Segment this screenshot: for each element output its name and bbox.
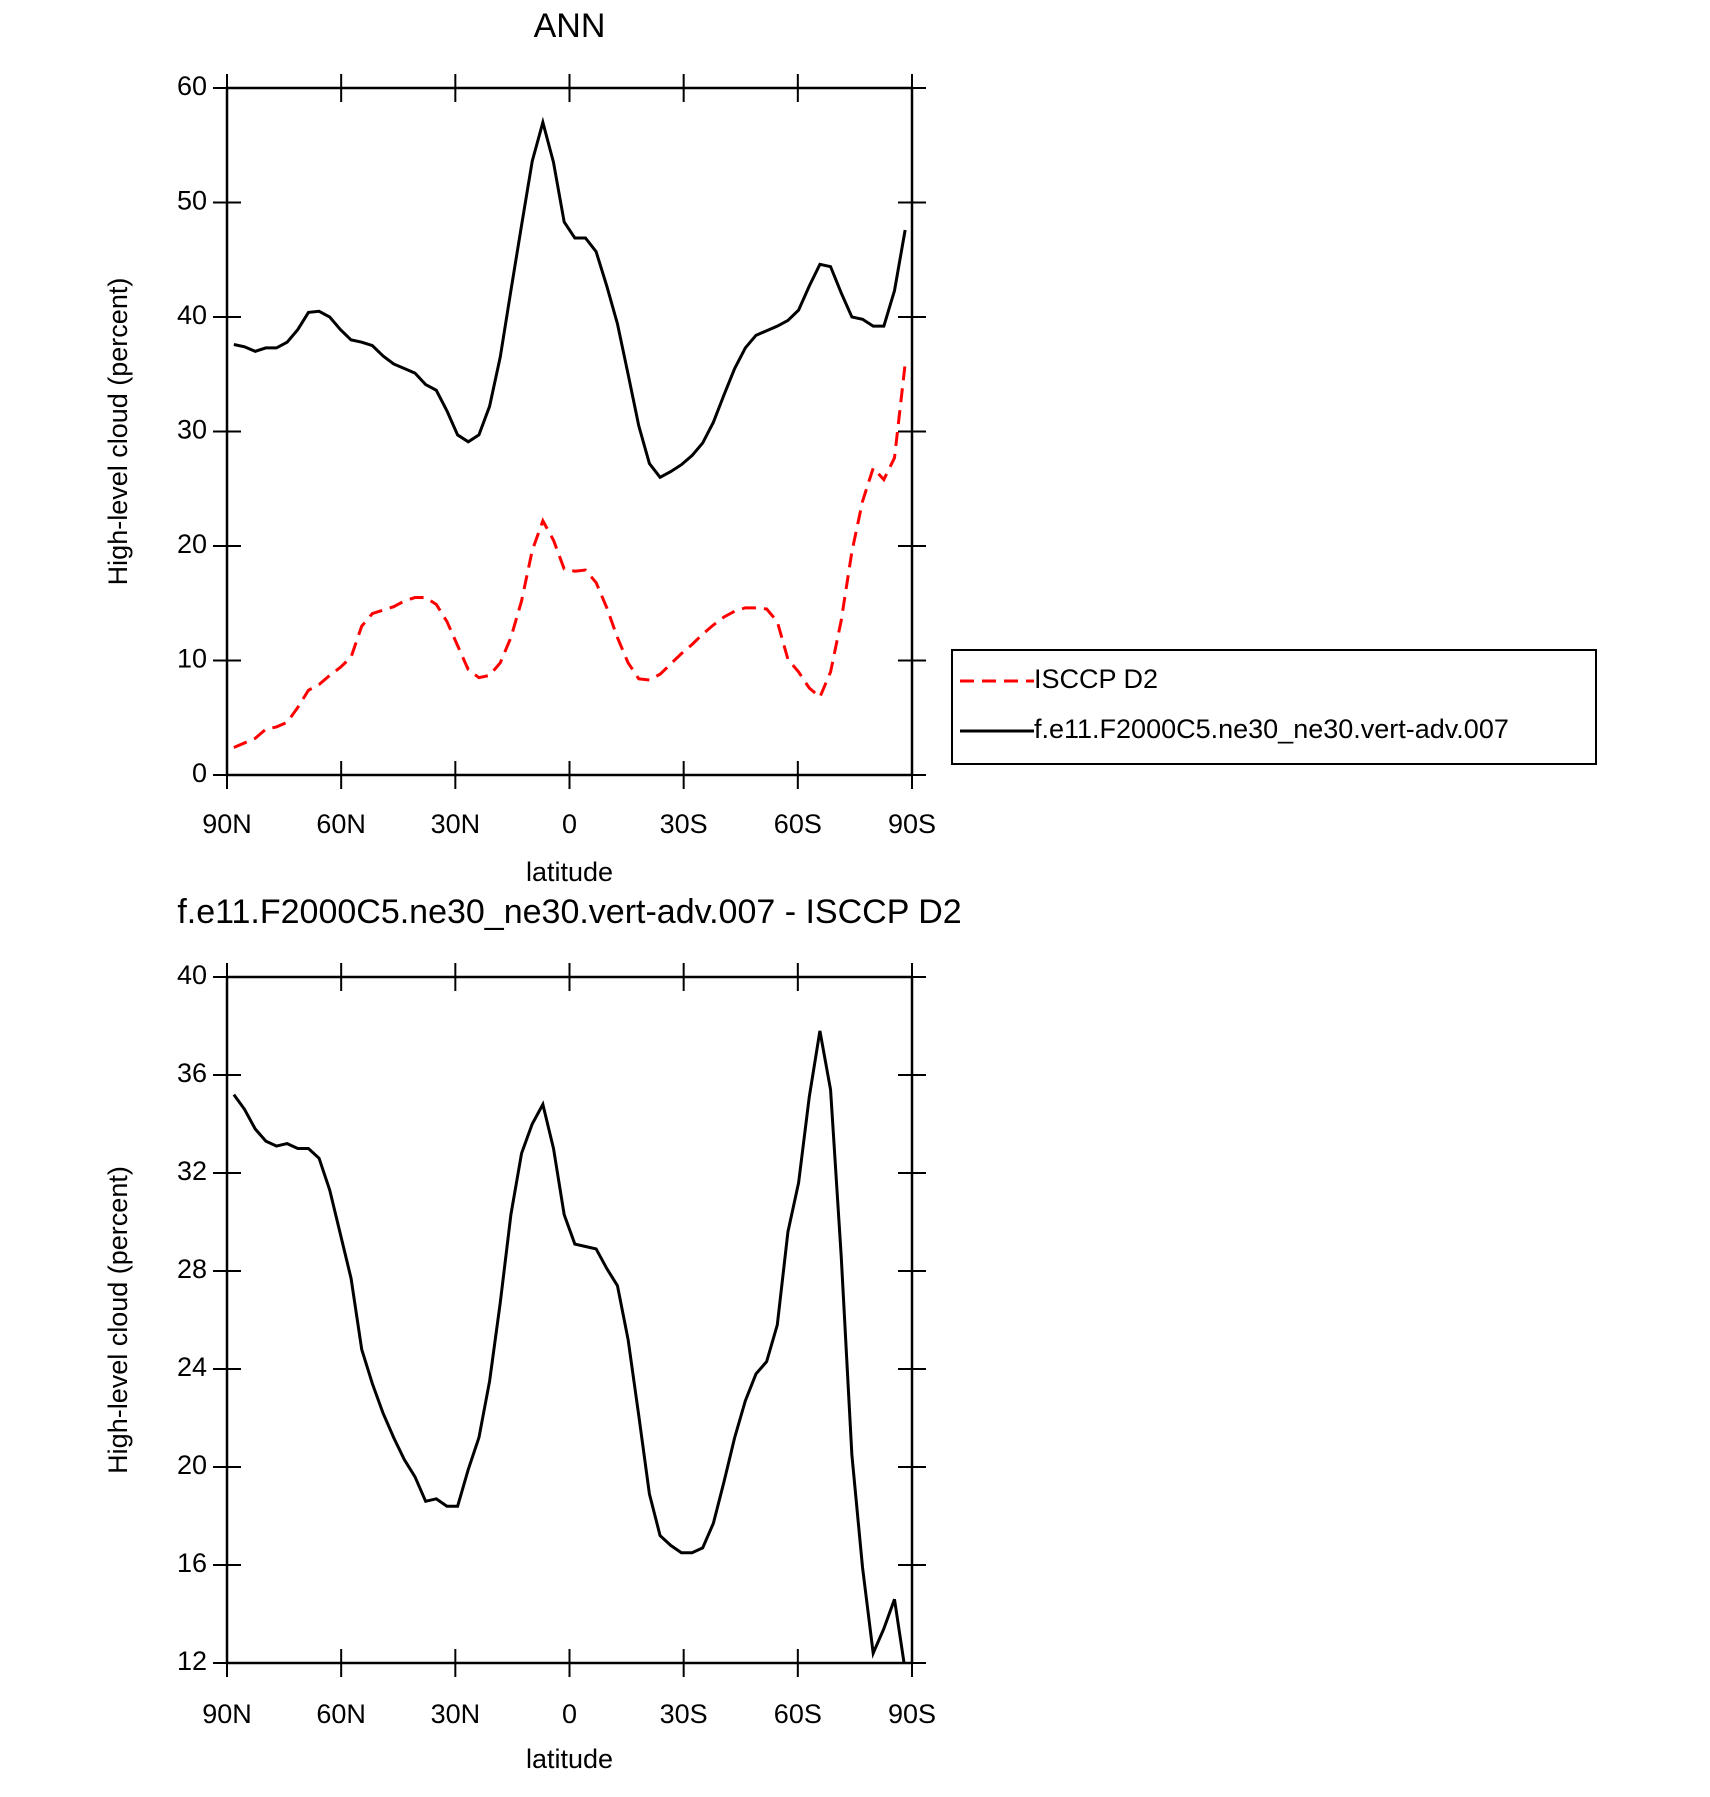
x-axis-label: latitude: [526, 857, 613, 887]
x-tick-label: 90S: [888, 809, 936, 839]
x-tick-label: 90N: [202, 809, 252, 839]
y-tick-label: 24: [177, 1352, 207, 1382]
y-axis-label: High-level cloud (percent): [103, 278, 133, 586]
y-tick-label: 32: [177, 1156, 207, 1186]
y-tick-label: 40: [177, 960, 207, 990]
y-tick-label: 36: [177, 1058, 207, 1088]
y-tick-label: 30: [177, 415, 207, 445]
x-tick-label: 60N: [316, 809, 366, 839]
y-tick-label: 10: [177, 644, 207, 674]
y-tick-label: 16: [177, 1548, 207, 1578]
legend-label: ISCCP D2: [1034, 664, 1158, 694]
x-tick-label: 60S: [774, 1699, 822, 1729]
x-tick-label: 0: [562, 1699, 577, 1729]
y-tick-label: 40: [177, 300, 207, 330]
y-axis-label: High-level cloud (percent): [103, 1166, 133, 1474]
plot-frame: [225, 86, 914, 777]
x-tick-label: 90S: [888, 1699, 936, 1729]
x-tick-label: 30S: [660, 1699, 708, 1729]
y-tick-label: 28: [177, 1254, 207, 1284]
chart-title: ANN: [534, 7, 606, 45]
legend-label: f.e11.F2000C5.ne30_ne30.vert-adv.007: [1034, 714, 1509, 744]
y-tick-label: 20: [177, 529, 207, 559]
chart-title: f.e11.F2000C5.ne30_ne30.vert-adv.007 - I…: [177, 893, 961, 931]
x-tick-label: 30S: [660, 809, 708, 839]
data-line: [232, 1030, 906, 1663]
y-tick-label: 12: [177, 1646, 207, 1676]
legend: ISCCP D2 f.e11.F2000C5.ne30_ne30.vert-adv…: [951, 649, 1597, 765]
series-line: [233, 363, 907, 749]
x-tick-label: 30N: [431, 1699, 481, 1729]
x-axis-label: latitude: [526, 1744, 613, 1774]
y-tick-label: 50: [177, 186, 207, 216]
legend-box: [951, 649, 1597, 765]
y-tick-label: 20: [177, 1450, 207, 1480]
x-tick-label: 90N: [202, 1699, 252, 1729]
x-tick-label: 30N: [431, 809, 481, 839]
x-tick-label: 60S: [774, 809, 822, 839]
series-line: [233, 116, 907, 480]
y-tick-label: 60: [177, 71, 207, 101]
y-tick-label: 0: [192, 758, 207, 788]
x-tick-label: 60N: [316, 1699, 366, 1729]
plot-frame: [225, 975, 914, 1665]
x-tick-label: 0: [562, 809, 577, 839]
